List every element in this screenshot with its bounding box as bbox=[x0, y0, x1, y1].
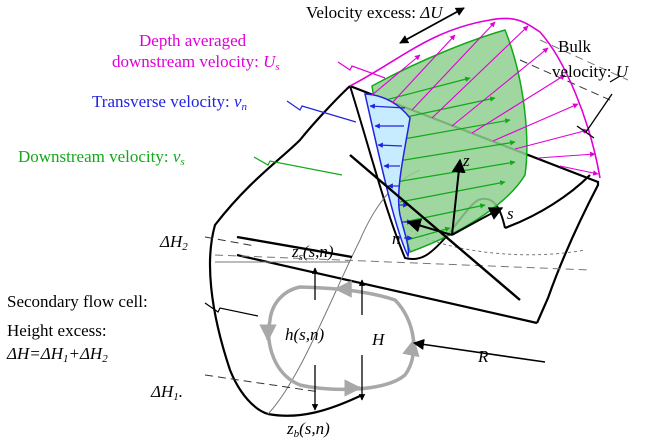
dh-eq-sub1: 1 bbox=[62, 353, 69, 365]
dh-eq-part-a: ΔH=ΔH bbox=[7, 344, 63, 363]
delta-h1-subscript: 1 bbox=[173, 391, 179, 403]
delta-h1-dot: . bbox=[178, 382, 184, 401]
delta-h2-subscript: 2 bbox=[182, 241, 188, 253]
bulk-velocity-marker bbox=[576, 93, 613, 139]
downstream-velocity-label: Downstream velocity: vs bbox=[18, 148, 185, 168]
transverse-velocity-label: Transverse velocity: vn bbox=[92, 93, 247, 113]
downstream-velocity-profile bbox=[371, 29, 528, 253]
height-excess-label: Height excess: bbox=[7, 321, 107, 340]
R-label: R bbox=[478, 347, 489, 366]
secondary-flow-label: Secondary flow cell: bbox=[7, 292, 148, 311]
z-axis-label: z bbox=[463, 151, 470, 170]
depth-averaged-label-line1: Depth averaged bbox=[139, 31, 247, 50]
delta-h2-label: ΔH2 bbox=[160, 233, 188, 253]
s-axis-label: s bbox=[507, 204, 514, 223]
H-label: H bbox=[372, 330, 385, 349]
zb-z: z bbox=[287, 419, 294, 438]
vs-subscript: s bbox=[180, 156, 185, 168]
dh-eq-sub2: 2 bbox=[102, 353, 108, 365]
downstream-velocity-text: Downstream velocity: bbox=[18, 147, 169, 166]
vn-subscript: n bbox=[241, 101, 248, 113]
velocity-excess-text: Velocity excess: bbox=[306, 3, 416, 22]
channel-outline bbox=[208, 84, 600, 417]
zb-args: (s,n) bbox=[299, 419, 330, 438]
vs-symbol: v bbox=[172, 147, 181, 166]
delta-u-arrow bbox=[399, 7, 465, 44]
delta-u-symbol: ΔU bbox=[420, 3, 443, 22]
n-axis-label: n bbox=[392, 229, 401, 248]
height-excess-equation: ΔH=ΔH1+ΔH2 bbox=[7, 345, 108, 365]
velocity-excess-label: Velocity excess: ΔU bbox=[306, 4, 443, 21]
delta-h1-label: ΔH1. bbox=[151, 383, 183, 403]
us-subscript: s bbox=[275, 61, 280, 73]
zs-z: z bbox=[292, 242, 299, 261]
delta-h2-symbol: ΔH bbox=[160, 232, 183, 251]
depth-averaged-velocity-profile bbox=[349, 17, 601, 179]
water-surface-lines bbox=[236, 154, 521, 301]
coordinate-axes bbox=[406, 158, 504, 236]
bulk-velocity-label-line2: velocity: U bbox=[552, 63, 628, 80]
label-leaders bbox=[204, 61, 621, 317]
depth-averaged-label-line2: downstream velocity: Us bbox=[112, 53, 280, 73]
bulk-u-symbol: U bbox=[615, 62, 629, 81]
transverse-velocity-text: Transverse velocity: bbox=[92, 92, 230, 111]
delta-h1-symbol: ΔH bbox=[151, 382, 174, 401]
zs-label: zs(s,n) bbox=[292, 243, 334, 263]
zs-args: (s,n) bbox=[302, 242, 334, 261]
bulk-velocity-text: velocity: bbox=[552, 62, 612, 81]
us-symbol: U bbox=[263, 52, 276, 71]
dh-eq-part-b: +ΔH bbox=[68, 344, 103, 363]
h-function-label: h(s,n) bbox=[285, 325, 325, 344]
vn-symbol: v bbox=[233, 92, 242, 111]
transverse-velocity-profile bbox=[364, 93, 413, 259]
zb-subscript: b bbox=[293, 428, 300, 440]
zs-subscript: s bbox=[298, 251, 303, 263]
depth-averaged-text: downstream velocity: bbox=[112, 52, 259, 71]
depth-arrows bbox=[311, 267, 546, 411]
bulk-velocity-label-line1: Bulk bbox=[558, 37, 592, 56]
zb-label: zb(s,n) bbox=[287, 420, 330, 440]
